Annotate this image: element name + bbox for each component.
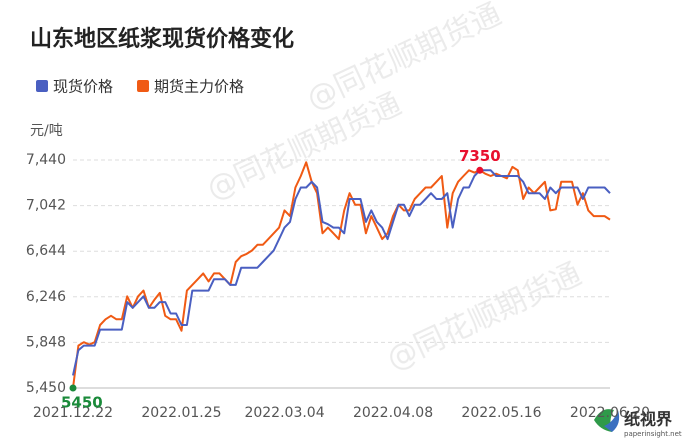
x-tick-label: 2022.03.04 [244, 405, 324, 421]
logo: 纸视界 paperinsight.net [594, 409, 682, 438]
series-line [72, 169, 611, 376]
x-tick-label: 2022.05.16 [461, 405, 541, 421]
annotation-label: 7350 [459, 147, 501, 165]
annotation-label: 5450 [61, 394, 103, 412]
x-tick-label: 2022.04.08 [353, 405, 433, 421]
y-unit: 元/吨 [30, 123, 63, 139]
legend-swatch [36, 80, 48, 92]
y-tick-label: 7,042 [26, 198, 66, 214]
chart-title: 山东地区纸浆现货价格变化 [30, 26, 294, 52]
watermark: @同花顺期货通 [302, 0, 507, 117]
x-tick-label: 2022.06.20 [570, 405, 650, 421]
legend-label: 期货主力价格 [154, 78, 244, 96]
series-line [72, 161, 611, 389]
legend-swatch [137, 80, 150, 92]
watermark: @同花顺期货通 [202, 87, 407, 207]
logo-name: 纸视界 [624, 410, 672, 429]
annotation-point [476, 166, 484, 174]
logo-icon [604, 410, 620, 432]
y-tick-label: 6,246 [26, 289, 66, 305]
y-tick-label: 7,440 [26, 152, 66, 168]
legend-label: 现货价格 [53, 78, 113, 96]
x-tick-label: 2021.12.22 [33, 405, 113, 421]
y-tick-label: 5,848 [26, 334, 66, 350]
y-tick-label: 6,644 [26, 243, 66, 259]
y-tick-label: 5,450 [26, 380, 66, 396]
annotation-point [69, 384, 77, 392]
x-tick-label: 2022.01.25 [141, 405, 221, 421]
watermark: @同花顺期货通 [382, 257, 587, 377]
logo-url: paperinsight.net [624, 430, 682, 438]
